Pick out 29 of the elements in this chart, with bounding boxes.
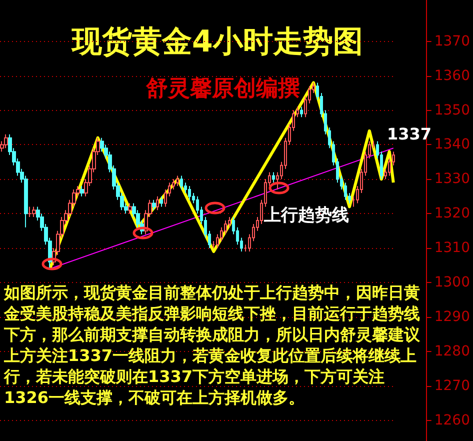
- y-tick-label: 1270: [434, 378, 470, 394]
- y-tick-label: 1330: [434, 171, 470, 188]
- text: 现货黄金4小时走势图: [71, 24, 363, 60]
- candlestick: [4, 134, 8, 149]
- y-tick-label: 1350: [434, 102, 470, 118]
- annotation: 如图所示，现货黄金目前整体仍处于上行趋势中，因昨日黄金受美股持稳及美指反弹影响短线下挫，目前运行于趋势线下方，那么前期支撑自动转换成阻力，所以日内舒灵馨建议上方关注1337一线阻力，若黄金收复此位置后续将继续上行，若未能突破则在1337下方空单进场，下方可关注1326一线支撑，不破可在上方择机做多。: [3, 283, 421, 407]
- y-tick-label: 1320: [434, 206, 470, 222]
- candlestick: [28, 206, 32, 218]
- y-tick-label: 1370: [434, 33, 470, 50]
- candlestick: [188, 186, 191, 200]
- y-tick-label: 1260: [434, 412, 470, 428]
- annotation: 上行趋势线: [263, 206, 349, 226]
- candlestick: [180, 175, 183, 190]
- y-tick-label: 1310: [434, 240, 470, 256]
- candlestick: [128, 202, 132, 214]
- candlestick: [152, 199, 156, 211]
- y-tick-label: 1340: [434, 136, 470, 153]
- text: 舒灵馨原创编撰: [145, 76, 300, 102]
- candlestick: [176, 175, 179, 187]
- y-tick-label: 1300: [434, 274, 470, 291]
- y-tick-label: 1360: [434, 68, 470, 84]
- candlestick: [32, 206, 36, 218]
- candlestick: [272, 172, 275, 184]
- y-tick-label: 1280: [434, 343, 470, 360]
- candlestick: [156, 196, 159, 211]
- candlestick: [80, 186, 84, 197]
- y-tick-label: 1290: [434, 308, 470, 325]
- candlestick: [300, 106, 303, 118]
- candlestick: [160, 196, 163, 208]
